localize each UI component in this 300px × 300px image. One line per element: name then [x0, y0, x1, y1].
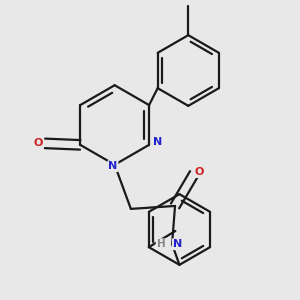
Text: N: N [153, 137, 162, 148]
Text: O: O [34, 138, 43, 148]
Text: O: O [195, 167, 204, 177]
Text: H: H [157, 239, 165, 249]
Text: N: N [108, 161, 118, 171]
Text: N: N [173, 239, 182, 249]
